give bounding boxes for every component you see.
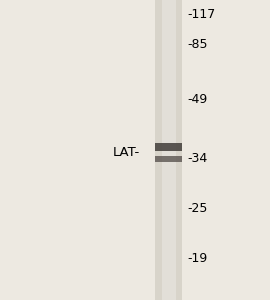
Text: -117: -117 <box>188 8 216 21</box>
Text: -25: -25 <box>188 202 208 215</box>
Text: -34: -34 <box>188 152 208 166</box>
Text: LAT-: LAT- <box>113 146 140 160</box>
Bar <box>155 0 182 300</box>
Bar <box>155 143 182 151</box>
Bar <box>162 0 176 300</box>
Text: -85: -85 <box>188 38 208 51</box>
Text: -19: -19 <box>188 251 208 265</box>
Text: -49: -49 <box>188 92 208 106</box>
Bar <box>155 156 182 162</box>
